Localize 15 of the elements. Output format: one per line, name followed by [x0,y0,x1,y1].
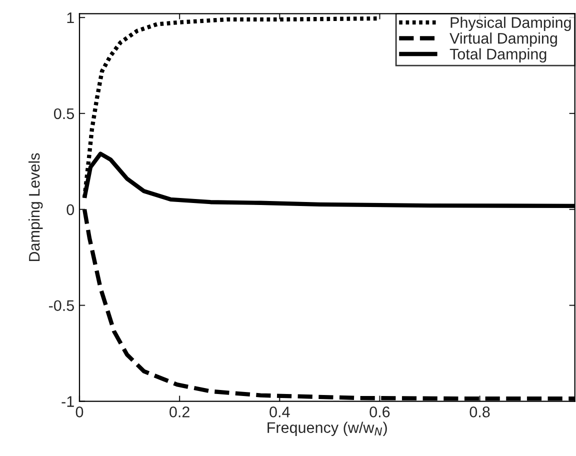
y-tick-label: 1 [67,12,74,24]
legend-label: Virtual Damping [450,32,557,47]
y-tick-label: 0 [66,204,74,216]
legend-label: Physical Damping [450,16,571,31]
x-tick-label: 0 [76,406,84,418]
x-tick-label: 0.2 [170,406,190,418]
y-tick-label: -1 [62,396,74,407]
legend-label: Total Damping [450,48,546,63]
y-axis-title: Damping Levels [28,153,43,261]
x-tick-label: 0.8 [470,406,490,418]
x-tick-label: 0.4 [270,406,290,418]
y-tick-label: -0.5 [48,300,74,312]
x-tick-label: 0.6 [370,406,390,418]
y-tick-label: 0.5 [54,108,74,120]
x-axis-title: Frequency (w/w$_{N}$) [268,422,387,436]
